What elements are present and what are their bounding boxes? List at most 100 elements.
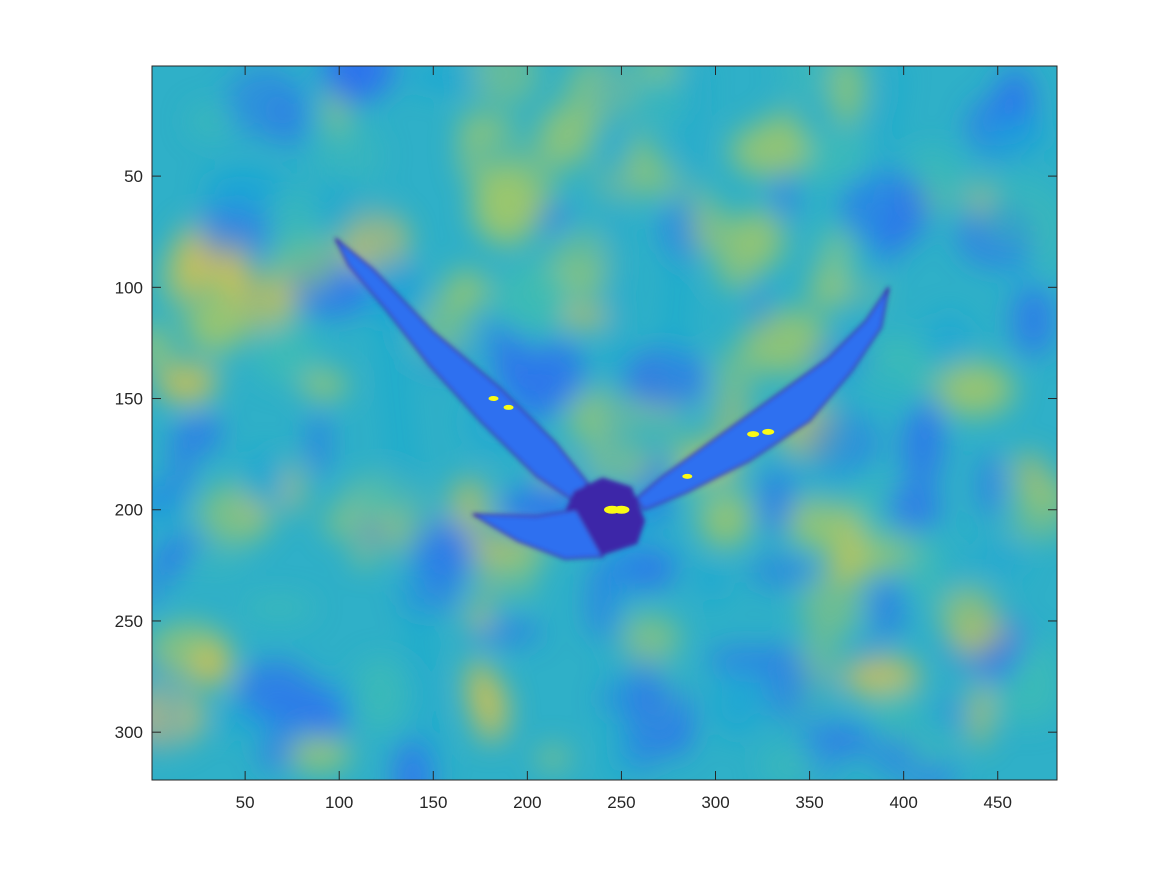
foliage-blotch: [976, 634, 1015, 685]
foliage-blotch: [473, 678, 509, 744]
foliage-blotch: [627, 77, 697, 128]
x-tick-label: 250: [607, 793, 635, 812]
foliage-blotch: [282, 462, 304, 517]
foliage-blotch: [191, 642, 234, 689]
foliage-blotch: [788, 129, 874, 183]
foliage-blotch: [843, 170, 930, 250]
foliage-blotch: [152, 323, 174, 370]
y-tick-label: 200: [115, 501, 143, 520]
foliage-blotch: [271, 190, 320, 270]
feather-highlight: [747, 431, 760, 438]
foliage-blotch: [637, 154, 677, 202]
foliage-blotch: [170, 531, 205, 553]
foliage-blotch: [204, 167, 282, 208]
foliage-blotch: [493, 261, 572, 336]
foliage-blotch: [253, 323, 318, 385]
y-tick-label: 150: [115, 390, 143, 409]
x-tick-label: 100: [325, 793, 353, 812]
foliage-blotch: [155, 360, 218, 406]
foliage-blotch: [828, 545, 908, 574]
foliage-blotch: [786, 496, 860, 551]
foliage-blotch: [695, 559, 727, 601]
x-tick-label: 350: [795, 793, 823, 812]
bird-highlights: [488, 396, 775, 514]
foliage-blotch: [1008, 483, 1057, 515]
foliage-blotch: [1016, 638, 1057, 698]
right-wing: [635, 286, 890, 511]
foliage-blotch: [1007, 516, 1057, 540]
foliage-blotch: [713, 347, 760, 398]
feather-highlight: [762, 428, 775, 435]
foliage-blotch: [508, 530, 535, 601]
foliage-blotch: [243, 597, 315, 619]
y-tick-label: 50: [124, 167, 143, 186]
foliage-blotch: [406, 66, 483, 91]
foliage-blotch: [563, 66, 635, 128]
branch-streak: [604, 66, 630, 779]
foliage-blotch: [940, 585, 997, 647]
foliage-blotch: [659, 715, 691, 758]
foliage-blotch: [175, 223, 208, 302]
y-axis: 50 100 150 200 250 300: [115, 167, 1057, 742]
foliage-blotch: [763, 107, 805, 150]
foliage-blotch: [171, 420, 192, 498]
y-tick-label: 250: [115, 612, 143, 631]
foliage-blotch: [979, 453, 1002, 519]
foliage-blotch: [353, 658, 408, 731]
foliage-blotch: [968, 681, 991, 748]
foliage-blotch: [747, 555, 821, 588]
foliage-blotch: [663, 536, 684, 559]
bird-silhouette: [334, 237, 890, 560]
foliage-blotch: [184, 295, 240, 347]
foliage-blotch: [468, 603, 491, 632]
branch-streak: [820, 66, 903, 511]
x-axis: 50 100 150 200 250 300 350 400 450: [236, 66, 1012, 812]
foliage-blotch: [220, 245, 247, 300]
foliage-blotch: [878, 366, 901, 401]
x-tick-label: 400: [889, 793, 917, 812]
foliage-blotch: [307, 410, 330, 477]
foliage-blotch: [300, 368, 348, 402]
foliage-blotch: [154, 543, 187, 576]
foliage-blotch: [886, 483, 941, 531]
x-tick-label: 200: [513, 793, 541, 812]
foliage-blotch: [236, 660, 314, 722]
foliage-blotch: [318, 175, 365, 245]
foliage-blotch: [359, 521, 388, 544]
branch-streak: [660, 66, 705, 400]
foliage-blotch: [407, 519, 476, 585]
foliage-blotch: [197, 199, 271, 266]
foliage-blotch: [474, 146, 560, 226]
foliage-blotch: [749, 281, 770, 333]
foliage-blotch: [189, 105, 233, 138]
foliage-blotch: [186, 412, 222, 455]
feather-highlight: [613, 505, 630, 514]
foliage-blotch: [918, 395, 942, 442]
foliage-blotch: [459, 108, 483, 184]
foliage-blotch: [587, 566, 617, 641]
foliage-blotch: [858, 336, 933, 401]
feather-highlight: [682, 473, 693, 479]
axes-box: [151, 65, 1058, 781]
foliage-blotch: [761, 643, 810, 721]
foliage-blotch: [152, 571, 163, 605]
foliage-blotch: [600, 680, 676, 717]
foliage-blotch: [904, 537, 950, 607]
foliage-blotch: [615, 614, 681, 662]
feather-highlight: [503, 404, 514, 410]
foliage-blotch: [181, 552, 247, 574]
foliage-blotch: [977, 535, 1024, 582]
x-tick-label: 150: [419, 793, 447, 812]
foliage-blotch: [626, 706, 660, 771]
y-tick-label: 100: [115, 278, 143, 297]
x-tick-label: 450: [984, 793, 1012, 812]
foliage-blotch: [476, 318, 503, 345]
x-tick-label: 300: [701, 793, 729, 812]
foliage-blotch: [466, 66, 541, 109]
foliage-blotch: [941, 695, 963, 731]
bird-tail: [472, 508, 605, 560]
foliage-blotch: [158, 677, 181, 751]
foliage-blotch: [984, 116, 1049, 154]
foliage-blotch: [932, 360, 1016, 419]
